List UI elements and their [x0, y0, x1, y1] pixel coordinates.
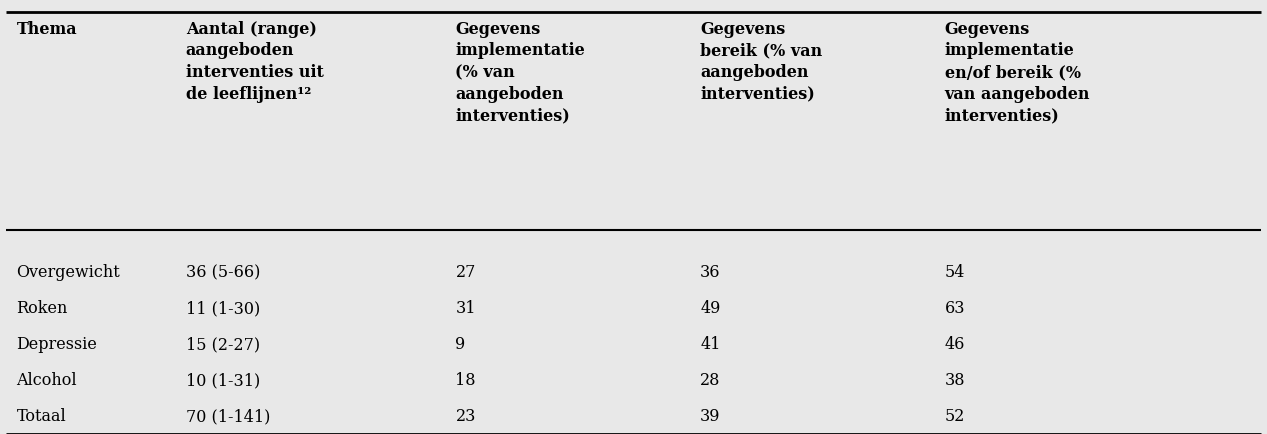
Text: Totaal: Totaal	[16, 408, 66, 424]
Text: 23: 23	[456, 408, 476, 424]
Text: Roken: Roken	[16, 299, 68, 316]
Text: Thema: Thema	[16, 21, 77, 38]
Text: 63: 63	[945, 299, 965, 316]
Text: Aantal (range)
aangeboden
interventies uit
de leeflijnen¹²: Aantal (range) aangeboden interventies u…	[186, 21, 323, 102]
Text: Gegevens
implementatie
en/of bereik (%
van aangeboden
interventies): Gegevens implementatie en/of bereik (% v…	[945, 21, 1090, 124]
Text: 36 (5-66): 36 (5-66)	[186, 263, 260, 280]
Text: Depressie: Depressie	[16, 335, 98, 352]
Text: Gegevens
implementatie
(% van
aangeboden
interventies): Gegevens implementatie (% van aangeboden…	[456, 21, 585, 124]
Text: 39: 39	[701, 408, 721, 424]
Text: 52: 52	[945, 408, 965, 424]
Text: 27: 27	[456, 263, 476, 280]
Text: Gegevens
bereik (% van
aangeboden
interventies): Gegevens bereik (% van aangeboden interv…	[701, 21, 822, 102]
Text: 54: 54	[945, 263, 965, 280]
Text: Alcohol: Alcohol	[16, 372, 77, 388]
Text: 11 (1-30): 11 (1-30)	[186, 299, 260, 316]
Text: 15 (2-27): 15 (2-27)	[186, 335, 260, 352]
Text: 46: 46	[945, 335, 965, 352]
Text: 38: 38	[945, 372, 965, 388]
Text: Overgewicht: Overgewicht	[16, 263, 120, 280]
Text: 41: 41	[701, 335, 721, 352]
Text: 18: 18	[456, 372, 476, 388]
Text: 10 (1-31): 10 (1-31)	[186, 372, 260, 388]
Text: 9: 9	[456, 335, 466, 352]
Text: 70 (1-141): 70 (1-141)	[186, 408, 270, 424]
Text: 31: 31	[456, 299, 476, 316]
Text: 49: 49	[701, 299, 721, 316]
Text: 28: 28	[701, 372, 721, 388]
Text: 36: 36	[701, 263, 721, 280]
